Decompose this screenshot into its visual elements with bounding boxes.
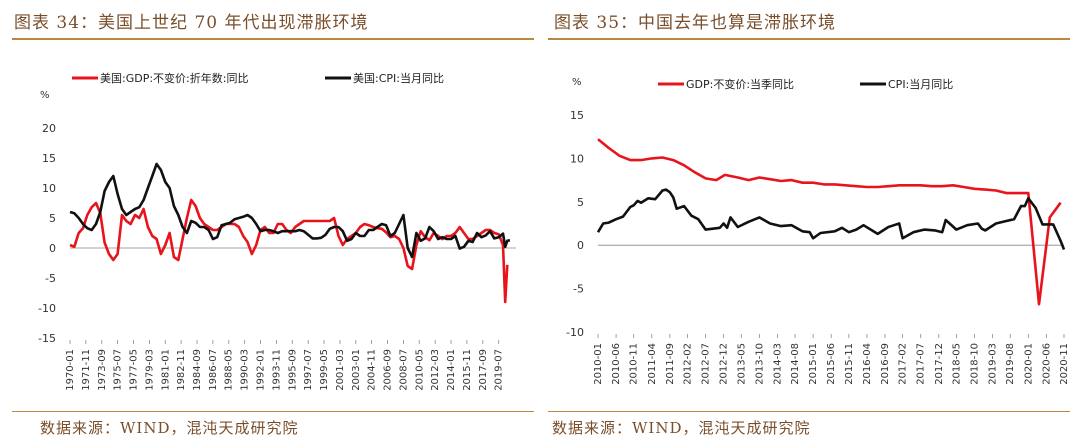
chart-title: 图表 34：美国上世纪 70 年代出现滞胀环境 bbox=[14, 13, 369, 33]
x-tick-label: 2015-01 bbox=[808, 343, 819, 385]
y-tick-label: -10 bbox=[566, 326, 584, 339]
x-tick-label: 2011-09 bbox=[665, 343, 676, 385]
x-tick-label: 2015-11 bbox=[844, 343, 855, 385]
x-tick-label: 2004-11 bbox=[367, 349, 378, 391]
x-tick-label: 1988-05 bbox=[224, 349, 235, 391]
x-tick-label: 1999-05 bbox=[319, 349, 330, 391]
y-tick-label: 20 bbox=[42, 122, 56, 135]
source-rule bbox=[12, 411, 534, 412]
x-tick-label: 2017-07 bbox=[916, 343, 927, 385]
x-tick-label: 2008-07 bbox=[398, 349, 409, 391]
x-tick-label: 2019-08 bbox=[1005, 343, 1016, 385]
y-tick-label: -5 bbox=[45, 272, 56, 285]
y-tick-label: 0 bbox=[577, 239, 584, 252]
chart-panel-left: 图表 34：美国上世纪 70 年代出现滞胀环境 % -15 -10 -5 0 5 10 15 2… bbox=[12, 13, 534, 437]
chart-title: 图表 35：中国去年也算是滞胀环境 bbox=[554, 13, 837, 33]
title-rule bbox=[548, 38, 1070, 40]
x-tick-label: 2020-01 bbox=[1023, 343, 1034, 385]
source-note: 数据来源：WIND，混沌天成研究院 bbox=[40, 419, 299, 437]
series-line-cpi bbox=[596, 188, 1066, 250]
x-tick-label: 1992-01 bbox=[256, 349, 267, 391]
y-tick-label: -15 bbox=[38, 332, 56, 345]
series-line-gdp bbox=[69, 198, 509, 304]
y-tick-label: 15 bbox=[42, 152, 56, 165]
x-tick-label: 2006-09 bbox=[383, 349, 394, 391]
y-tick-label: 5 bbox=[577, 196, 584, 209]
x-tick-label: 2012-03 bbox=[430, 349, 441, 391]
x-tick-label: 1982-11 bbox=[176, 349, 187, 391]
y-tick-label: 5 bbox=[49, 212, 56, 225]
y-tick-label: 0 bbox=[49, 242, 56, 255]
y-tick-label: -5 bbox=[573, 283, 584, 296]
y-tick-label: 15 bbox=[570, 109, 584, 122]
x-tick-label: 2014-08 bbox=[790, 343, 801, 385]
chart-right: % -10 -5 0 5 10 15 2010-01 2010-06 2010-11 2011-04… bbox=[566, 77, 1070, 385]
x-tick-label: 2012-12 bbox=[719, 343, 730, 385]
x-tick-label: 2012-07 bbox=[701, 343, 712, 385]
x-tick-label: 2018-05 bbox=[951, 343, 962, 385]
x-tick-label: 2016-04 bbox=[862, 343, 873, 385]
x-tick-label: 1973-09 bbox=[97, 349, 108, 391]
x-tick-label: 1977-05 bbox=[128, 349, 139, 391]
x-tick-label: 2010-05 bbox=[414, 349, 425, 391]
x-tick-label: 2012-02 bbox=[682, 343, 693, 385]
x-tick-label: 2014-01 bbox=[446, 349, 457, 391]
x-tick-label: 2013-05 bbox=[736, 343, 747, 385]
x-tick-label: 1995-09 bbox=[287, 349, 298, 391]
x-tick-label: 2010-06 bbox=[611, 343, 622, 385]
x-tick-label: 1970-01 bbox=[65, 349, 76, 391]
legend-label: 美国:GDP:不变价:折年数:同比 bbox=[100, 71, 248, 85]
series-line-gdp bbox=[597, 138, 1062, 306]
x-tick-label: 2020-11 bbox=[1059, 343, 1070, 385]
x-tick-label: 2011-04 bbox=[647, 343, 658, 385]
x-tick-label: 2003-01 bbox=[351, 349, 362, 391]
x-tick-label: 2019-03 bbox=[988, 343, 999, 385]
x-tick-label: 2013-10 bbox=[754, 343, 765, 385]
x-tick-label: 2017-12 bbox=[934, 343, 945, 385]
x-tick-label: 1986-07 bbox=[208, 349, 219, 391]
chart-panel-right: 图表 35：中国去年也算是滞胀环境 % -10 -5 0 5 10 15 2010-01 201… bbox=[540, 0, 1080, 448]
x-tick-label: 2020-06 bbox=[1041, 343, 1052, 385]
y-tick-label: -10 bbox=[38, 302, 56, 315]
y-unit-label: % bbox=[40, 90, 50, 101]
x-tick-label: 2018-10 bbox=[970, 343, 981, 385]
x-tick-label: 2017-09 bbox=[478, 349, 489, 391]
x-tick-label: 2015-11 bbox=[462, 349, 473, 391]
y-tick-label: 10 bbox=[42, 182, 56, 195]
x-tick-label: 2010-11 bbox=[629, 343, 640, 385]
chart-left: % -15 -10 -5 0 5 10 15 20 1970-01 1971-11 1973-09 19… bbox=[38, 71, 516, 391]
x-tick-label: 2001-03 bbox=[335, 349, 346, 391]
x-tick-label: 1971-11 bbox=[81, 349, 92, 391]
x-tick-label: 2015-06 bbox=[826, 343, 837, 385]
x-tick-label: 1993-11 bbox=[271, 349, 282, 391]
x-tick-label: 2014-03 bbox=[772, 343, 783, 385]
x-tick-label: 1975-07 bbox=[113, 349, 124, 391]
x-tick-label: 2016-09 bbox=[880, 343, 891, 385]
x-tick-label: 1997-07 bbox=[303, 349, 314, 391]
x-tick-label: 2019-07 bbox=[494, 349, 505, 391]
x-tick-label: 1990-03 bbox=[240, 349, 251, 391]
legend-label: GDP:不变价:当季同比 bbox=[686, 77, 794, 91]
source-note: 数据来源：WIND，混沌天成研究院 bbox=[552, 419, 811, 437]
source-rule bbox=[548, 411, 1070, 412]
x-tick-label: 1981-01 bbox=[160, 349, 171, 391]
y-tick-label: 10 bbox=[570, 152, 584, 165]
series-line-cpi bbox=[69, 162, 511, 259]
y-unit-label: % bbox=[572, 77, 582, 88]
x-tick-label: 1984-09 bbox=[192, 349, 203, 391]
x-tick-label: 2017-02 bbox=[898, 343, 909, 385]
legend-label: 美国:CPI:当月同比 bbox=[353, 71, 444, 85]
legend-label: CPI:当月同比 bbox=[888, 77, 953, 91]
title-rule bbox=[12, 38, 534, 40]
x-tick-label: 2010-01 bbox=[593, 343, 604, 385]
x-tick-label: 1979-03 bbox=[144, 349, 155, 391]
